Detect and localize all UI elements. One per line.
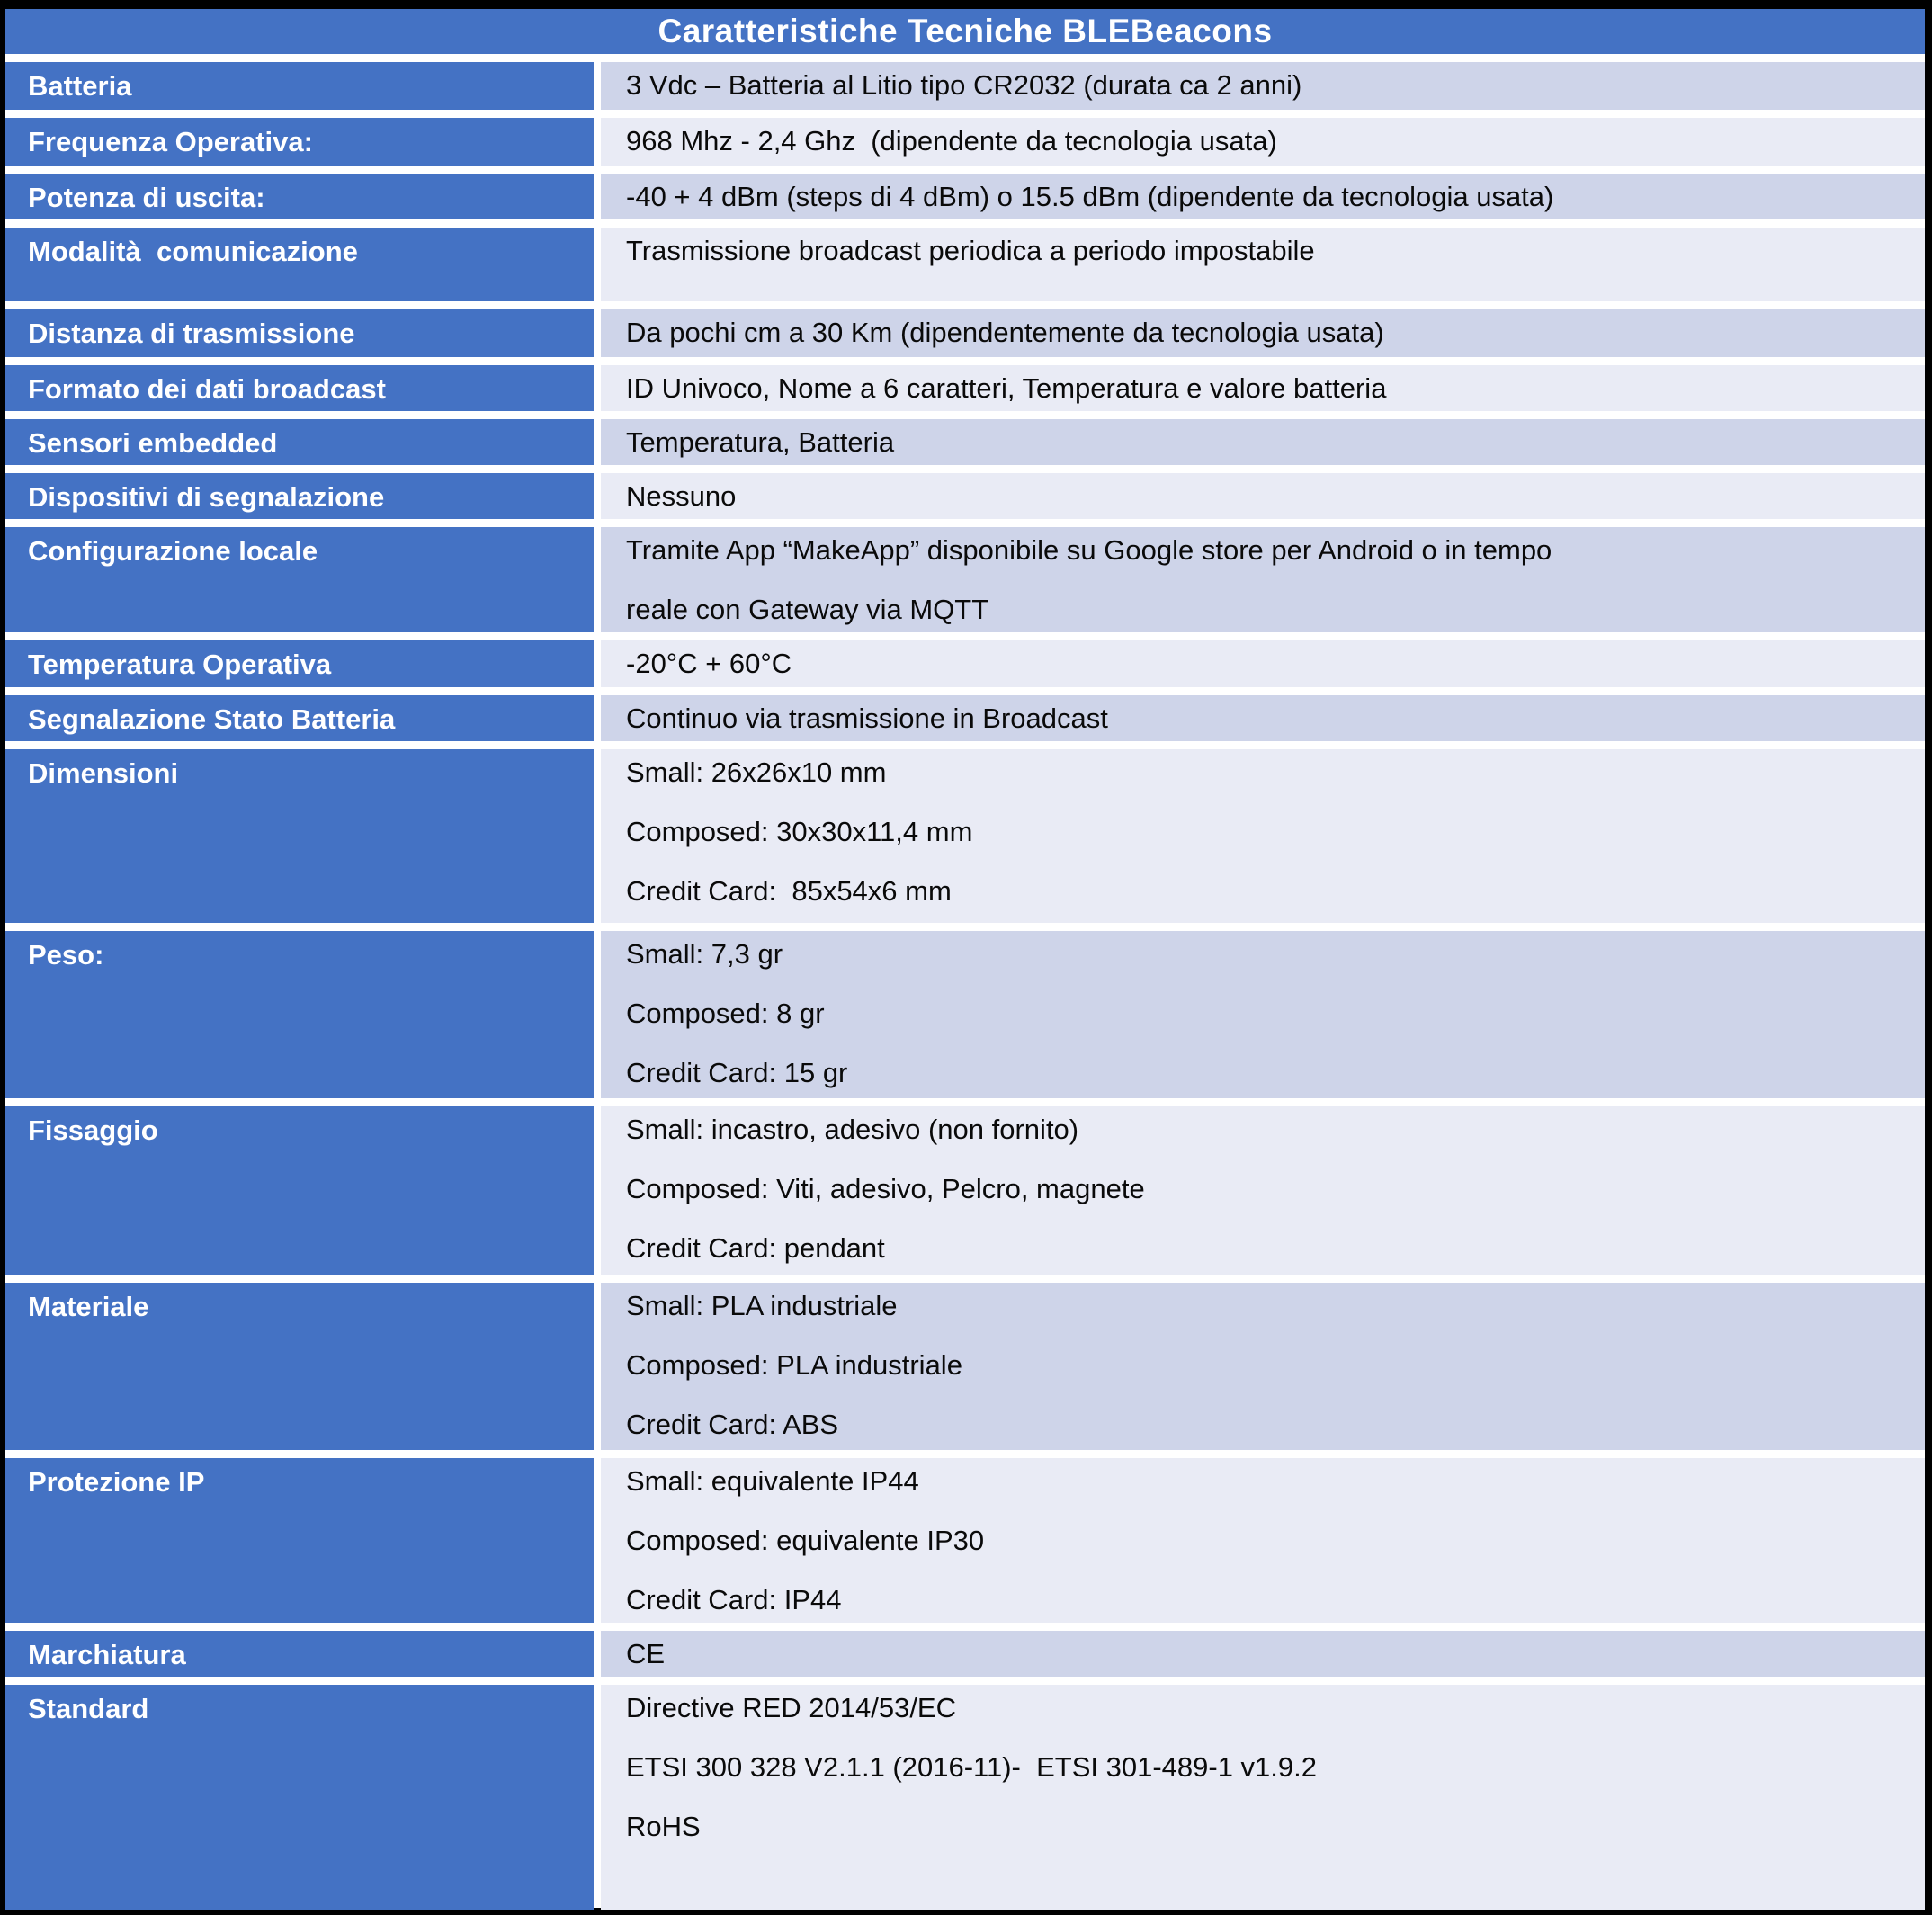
spec-row: Dispositivi di segnalazione Nessuno xyxy=(5,473,1925,519)
spec-value: ID Univoco, Nome a 6 caratteri, Temperat… xyxy=(601,365,1925,411)
spec-value-line: reale con Gateway via MQTT xyxy=(626,594,989,625)
spec-label: Modalità comunicazione xyxy=(5,228,594,301)
spec-value: Da pochi cm a 30 Km (dipendentemente da … xyxy=(601,309,1925,357)
spec-value-line: Composed: 8 gr xyxy=(626,998,825,1029)
spec-value: CE xyxy=(601,1631,1925,1677)
spec-row: Protezione IP Small: equivalente IP44 Comp… xyxy=(5,1458,1925,1623)
spec-table-frame: Caratteristiche Tecniche BLEBeacons Batt… xyxy=(5,9,1925,1910)
spec-row: Configurazione locale Tramite App “MakeAp… xyxy=(5,527,1925,632)
spec-value-line: -20°C + 60°C xyxy=(626,648,792,679)
spec-value: Small: PLA industriale Composed: PLA indu… xyxy=(601,1283,1925,1450)
spec-value-line: Trasmissione broadcast periodica a perio… xyxy=(626,235,1315,266)
spec-value-line: Nessuno xyxy=(626,480,737,512)
spec-label: Formato dei dati broadcast xyxy=(5,365,594,411)
spec-value-line: Small: incastro, adesivo (non fornito) xyxy=(626,1114,1079,1145)
spec-value: -40 + 4 dBm (steps di 4 dBm) o 15.5 dBm … xyxy=(601,174,1925,219)
spec-row: Distanza di trasmissione Da pochi cm a 30… xyxy=(5,309,1925,357)
spec-value-line: ETSI 300 328 V2.1.1 (2016-11)- ETSI 301-… xyxy=(626,1751,1317,1783)
spec-table: Caratteristiche Tecniche BLEBeacons Batt… xyxy=(5,9,1925,1910)
spec-row: Dimensioni Small: 26x26x10 mm Composed: 30… xyxy=(5,749,1925,923)
spec-label: Marchiatura xyxy=(5,1631,594,1677)
spec-value-line: Small: 26x26x10 mm xyxy=(626,756,887,788)
spec-label: Sensori embedded xyxy=(5,419,594,465)
spec-value: -20°C + 60°C xyxy=(601,640,1925,687)
spec-value: 3 Vdc – Batteria al Litio tipo CR2032 (d… xyxy=(601,62,1925,110)
spec-value: Small: incastro, adesivo (non fornito) Co… xyxy=(601,1106,1925,1275)
spec-value: Trasmissione broadcast periodica a perio… xyxy=(601,228,1925,301)
spec-value: Directive RED 2014/53/EC ETSI 300 328 V2.… xyxy=(601,1685,1925,1910)
spec-label: Materiale xyxy=(5,1283,594,1450)
spec-row: Batteria 3 Vdc – Batteria al Litio tipo C… xyxy=(5,62,1925,110)
spec-row: Potenza di uscita: -40 + 4 dBm (steps di … xyxy=(5,174,1925,219)
spec-value-line: 968 Mhz - 2,4 Ghz (dipendente da tecnolo… xyxy=(626,125,1277,157)
spec-row: Peso: Small: 7,3 gr Composed: 8 gr Credit C… xyxy=(5,931,1925,1098)
spec-value-line: 3 Vdc – Batteria al Litio tipo CR2032 (d… xyxy=(626,69,1302,101)
spec-value-line: Tramite App “MakeApp” disponibile su Goo… xyxy=(626,534,1552,566)
spec-value: Tramite App “MakeApp” disponibile su Goo… xyxy=(601,527,1925,632)
spec-row: Standard Directive RED 2014/53/EC ETSI 300… xyxy=(5,1685,1925,1910)
spec-value-line: Da pochi cm a 30 Km (dipendentemente da … xyxy=(626,317,1384,348)
spec-label: Frequenza Operativa: xyxy=(5,118,594,166)
spec-value-line: Composed: Viti, adesivo, Pelcro, magnete xyxy=(626,1173,1145,1204)
spec-value-line: Credit Card: 15 gr xyxy=(626,1057,848,1088)
spec-value-line: Directive RED 2014/53/EC xyxy=(626,1692,956,1723)
spec-value: Temperatura, Batteria xyxy=(601,419,1925,465)
spec-value-line: Credit Card: IP44 xyxy=(626,1584,842,1615)
spec-row: Formato dei dati broadcast ID Univoco, No… xyxy=(5,365,1925,411)
spec-value: Small: 26x26x10 mm Composed: 30x30x11,4 m… xyxy=(601,749,1925,923)
spec-value-line: Temperatura, Batteria xyxy=(626,426,895,458)
spec-label: Potenza di uscita: xyxy=(5,174,594,219)
table-title: Caratteristiche Tecniche BLEBeacons xyxy=(5,9,1925,54)
spec-value: Nessuno xyxy=(601,473,1925,519)
spec-value-line: Continuo via trasmissione in Broadcast xyxy=(626,702,1108,734)
spec-label: Standard xyxy=(5,1685,594,1910)
spec-value-line: Small: equivalente IP44 xyxy=(626,1465,919,1497)
spec-value-line: Composed: PLA industriale xyxy=(626,1349,962,1381)
spec-label: Peso: xyxy=(5,931,594,1098)
spec-value: Small: equivalente IP44 Composed: equival… xyxy=(601,1458,1925,1623)
spec-label: Dispositivi di segnalazione xyxy=(5,473,594,519)
spec-row: Modalità comunicazione Trasmissione broad… xyxy=(5,228,1925,301)
spec-value-line: CE xyxy=(626,1638,666,1669)
spec-value-line: Credit Card: 85x54x6 mm xyxy=(626,875,952,907)
spec-row: Sensori embedded Temperatura, Batteria xyxy=(5,419,1925,465)
spec-label: Dimensioni xyxy=(5,749,594,923)
spec-value: Small: 7,3 gr Composed: 8 gr Credit Card: … xyxy=(601,931,1925,1098)
spec-value-line: Small: PLA industriale xyxy=(626,1290,898,1321)
spec-value-line: -40 + 4 dBm (steps di 4 dBm) o 15.5 dBm … xyxy=(626,181,1554,212)
spec-value-line: Credit Card: pendant xyxy=(626,1232,885,1264)
spec-label: Segnalazione Stato Batteria xyxy=(5,695,594,741)
spec-value-line: ID Univoco, Nome a 6 caratteri, Temperat… xyxy=(626,372,1387,404)
spec-value-line: Composed: 30x30x11,4 mm xyxy=(626,816,973,847)
spec-label: Configurazione locale xyxy=(5,527,594,632)
spec-row: Frequenza Operativa: 968 Mhz - 2,4 Ghz (d… xyxy=(5,118,1925,166)
spec-row: Fissaggio Small: incastro, adesivo (non f… xyxy=(5,1106,1925,1275)
spec-row: Segnalazione Stato Batteria Continuo via … xyxy=(5,695,1925,741)
spec-label: Fissaggio xyxy=(5,1106,594,1275)
spec-label: Protezione IP xyxy=(5,1458,594,1623)
spec-value-line: Composed: equivalente IP30 xyxy=(626,1525,985,1556)
spec-row: Marchiatura CE xyxy=(5,1631,1925,1677)
spec-row: Temperatura Operativa -20°C + 60°C xyxy=(5,640,1925,687)
spec-value-line: RoHS xyxy=(626,1811,701,1842)
spec-value-line: Credit Card: ABS xyxy=(626,1409,839,1440)
spec-label: Temperatura Operativa xyxy=(5,640,594,687)
spec-value-line: Small: 7,3 gr xyxy=(626,938,783,970)
spec-label: Distanza di trasmissione xyxy=(5,309,594,357)
spec-label: Batteria xyxy=(5,62,594,110)
spec-value: 968 Mhz - 2,4 Ghz (dipendente da tecnolo… xyxy=(601,118,1925,166)
spec-value: Continuo via trasmissione in Broadcast xyxy=(601,695,1925,741)
spec-row: Materiale Small: PLA industriale Composed:… xyxy=(5,1283,1925,1450)
